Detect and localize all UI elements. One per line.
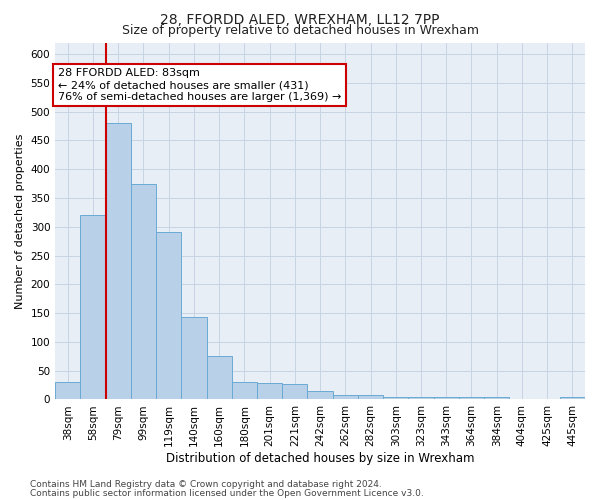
Bar	[358, 396, 383, 400]
Bar	[434, 396, 459, 400]
Bar	[560, 396, 585, 400]
X-axis label: Distribution of detached houses by size in Wrexham: Distribution of detached houses by size …	[166, 452, 475, 465]
Text: 28, FFORDD ALED, WREXHAM, LL12 7PP: 28, FFORDD ALED, WREXHAM, LL12 7PP	[160, 12, 440, 26]
Text: 28 FFORDD ALED: 83sqm
← 24% of detached houses are smaller (431)
76% of semi-det: 28 FFORDD ALED: 83sqm ← 24% of detached …	[58, 68, 341, 102]
Y-axis label: Number of detached properties: Number of detached properties	[15, 134, 25, 308]
Bar	[156, 232, 181, 400]
Text: Contains public sector information licensed under the Open Government Licence v3: Contains public sector information licen…	[30, 488, 424, 498]
Text: Contains HM Land Registry data © Crown copyright and database right 2024.: Contains HM Land Registry data © Crown c…	[30, 480, 382, 489]
Bar	[131, 184, 156, 400]
Bar	[383, 396, 409, 400]
Bar	[106, 123, 131, 400]
Bar	[232, 382, 257, 400]
Bar	[181, 317, 206, 400]
Bar	[55, 382, 80, 400]
Bar	[484, 396, 509, 400]
Bar	[80, 215, 106, 400]
Bar	[282, 384, 307, 400]
Bar	[332, 395, 358, 400]
Bar	[459, 396, 484, 400]
Bar	[257, 384, 282, 400]
Bar	[206, 356, 232, 400]
Bar	[409, 396, 434, 400]
Text: Size of property relative to detached houses in Wrexham: Size of property relative to detached ho…	[121, 24, 479, 37]
Bar	[307, 391, 332, 400]
